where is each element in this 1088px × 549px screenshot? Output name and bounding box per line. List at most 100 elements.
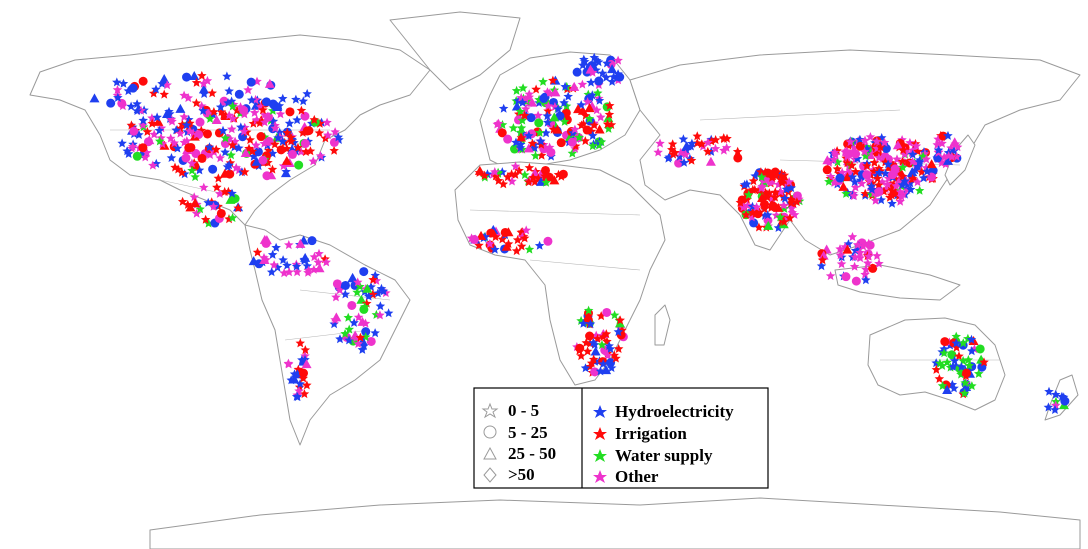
dam-marker xyxy=(148,160,158,170)
dam-marker xyxy=(905,184,916,194)
dam-marker xyxy=(595,366,606,376)
dam-marker xyxy=(353,338,363,348)
dam-marker xyxy=(549,175,560,185)
dam-marker xyxy=(784,177,794,186)
dam-marker xyxy=(560,81,570,91)
dam-marker xyxy=(526,113,536,123)
dam-marker xyxy=(138,115,148,125)
dam-marker xyxy=(234,89,244,99)
dam-marker xyxy=(244,143,254,153)
dam-marker xyxy=(203,218,214,228)
dam-marker xyxy=(332,279,342,289)
dam-marker xyxy=(498,103,509,113)
dam-marker xyxy=(186,142,196,152)
dam-marker xyxy=(614,318,625,328)
dam-marker xyxy=(754,222,764,232)
dam-marker xyxy=(850,166,861,176)
greenland xyxy=(389,11,521,91)
dam-marker xyxy=(536,150,547,160)
dam-marker xyxy=(588,337,599,347)
dam-marker xyxy=(520,170,530,180)
dam-marker xyxy=(947,152,957,161)
dam-marker xyxy=(940,337,950,347)
hydroelectricity-star-icon xyxy=(593,405,607,418)
dam-marker xyxy=(710,143,721,153)
dam-marker xyxy=(778,192,789,202)
dam-marker xyxy=(276,145,286,155)
dam-marker xyxy=(596,311,606,321)
dam-marker xyxy=(106,98,116,108)
dam-marker xyxy=(974,368,984,378)
dam-marker xyxy=(211,115,222,125)
dam-marker xyxy=(959,388,970,398)
dam-marker xyxy=(503,172,513,182)
dam-marker xyxy=(569,81,580,91)
dam-marker xyxy=(292,267,302,277)
dam-marker xyxy=(594,124,605,134)
dam-marker xyxy=(344,335,354,345)
dam-marker xyxy=(271,242,281,252)
dam-marker xyxy=(874,258,884,268)
dam-marker xyxy=(527,97,538,107)
dam-marker xyxy=(222,162,233,171)
dam-marker xyxy=(512,235,523,245)
dam-marker xyxy=(521,225,531,235)
dam-marker xyxy=(835,250,846,260)
dam-marker xyxy=(577,79,588,89)
dam-marker xyxy=(542,111,553,121)
dam-marker xyxy=(252,247,263,257)
purpose-irrigation: Irrigation xyxy=(615,424,687,443)
dam-marker xyxy=(363,291,374,301)
dam-marker xyxy=(340,328,350,338)
dam-marker xyxy=(198,78,209,88)
dam-marker xyxy=(474,240,484,250)
dam-marker xyxy=(511,101,522,111)
dam-marker xyxy=(534,94,544,104)
other-star-icon xyxy=(593,470,607,483)
dam-marker xyxy=(858,241,868,251)
dam-marker xyxy=(692,131,702,141)
dam-marker xyxy=(615,315,625,325)
dam-marker xyxy=(960,378,970,388)
dam-marker xyxy=(860,188,870,198)
dam-marker xyxy=(958,338,968,348)
dam-marker xyxy=(191,98,202,108)
dam-marker xyxy=(284,267,294,277)
dam-marker xyxy=(830,147,840,157)
dam-marker xyxy=(872,143,882,153)
water-supply-star-icon xyxy=(593,449,607,462)
dam-marker xyxy=(607,64,618,74)
dam-marker xyxy=(574,132,584,142)
dam-marker xyxy=(479,170,490,180)
dam-marker xyxy=(169,138,179,148)
dam-marker xyxy=(191,129,202,139)
dam-marker xyxy=(705,156,716,166)
dam-marker xyxy=(228,113,238,123)
dam-marker xyxy=(829,177,839,187)
dam-marker xyxy=(181,120,192,130)
dam-marker xyxy=(517,97,528,107)
dam-marker xyxy=(538,76,548,86)
dam-marker xyxy=(967,346,977,356)
dam-marker xyxy=(515,127,526,137)
dam-marker xyxy=(230,194,240,204)
dam-marker xyxy=(225,158,236,168)
dam-marker xyxy=(516,123,527,133)
dam-marker xyxy=(847,160,857,170)
circle-size-icon xyxy=(483,425,497,439)
dam-marker xyxy=(261,235,272,245)
antarctica xyxy=(149,497,1081,549)
dam-marker xyxy=(123,86,134,96)
dam-marker xyxy=(490,244,500,254)
dam-marker xyxy=(246,95,257,105)
dam-marker xyxy=(602,350,613,360)
dam-marker xyxy=(138,143,148,153)
dam-marker xyxy=(541,128,551,138)
dam-marker xyxy=(563,91,573,101)
dam-marker xyxy=(307,236,317,246)
dam-marker xyxy=(138,76,148,86)
dam-marker xyxy=(718,133,729,143)
dam-marker xyxy=(335,285,345,295)
dam-marker xyxy=(371,275,382,285)
dam-marker xyxy=(733,153,743,163)
